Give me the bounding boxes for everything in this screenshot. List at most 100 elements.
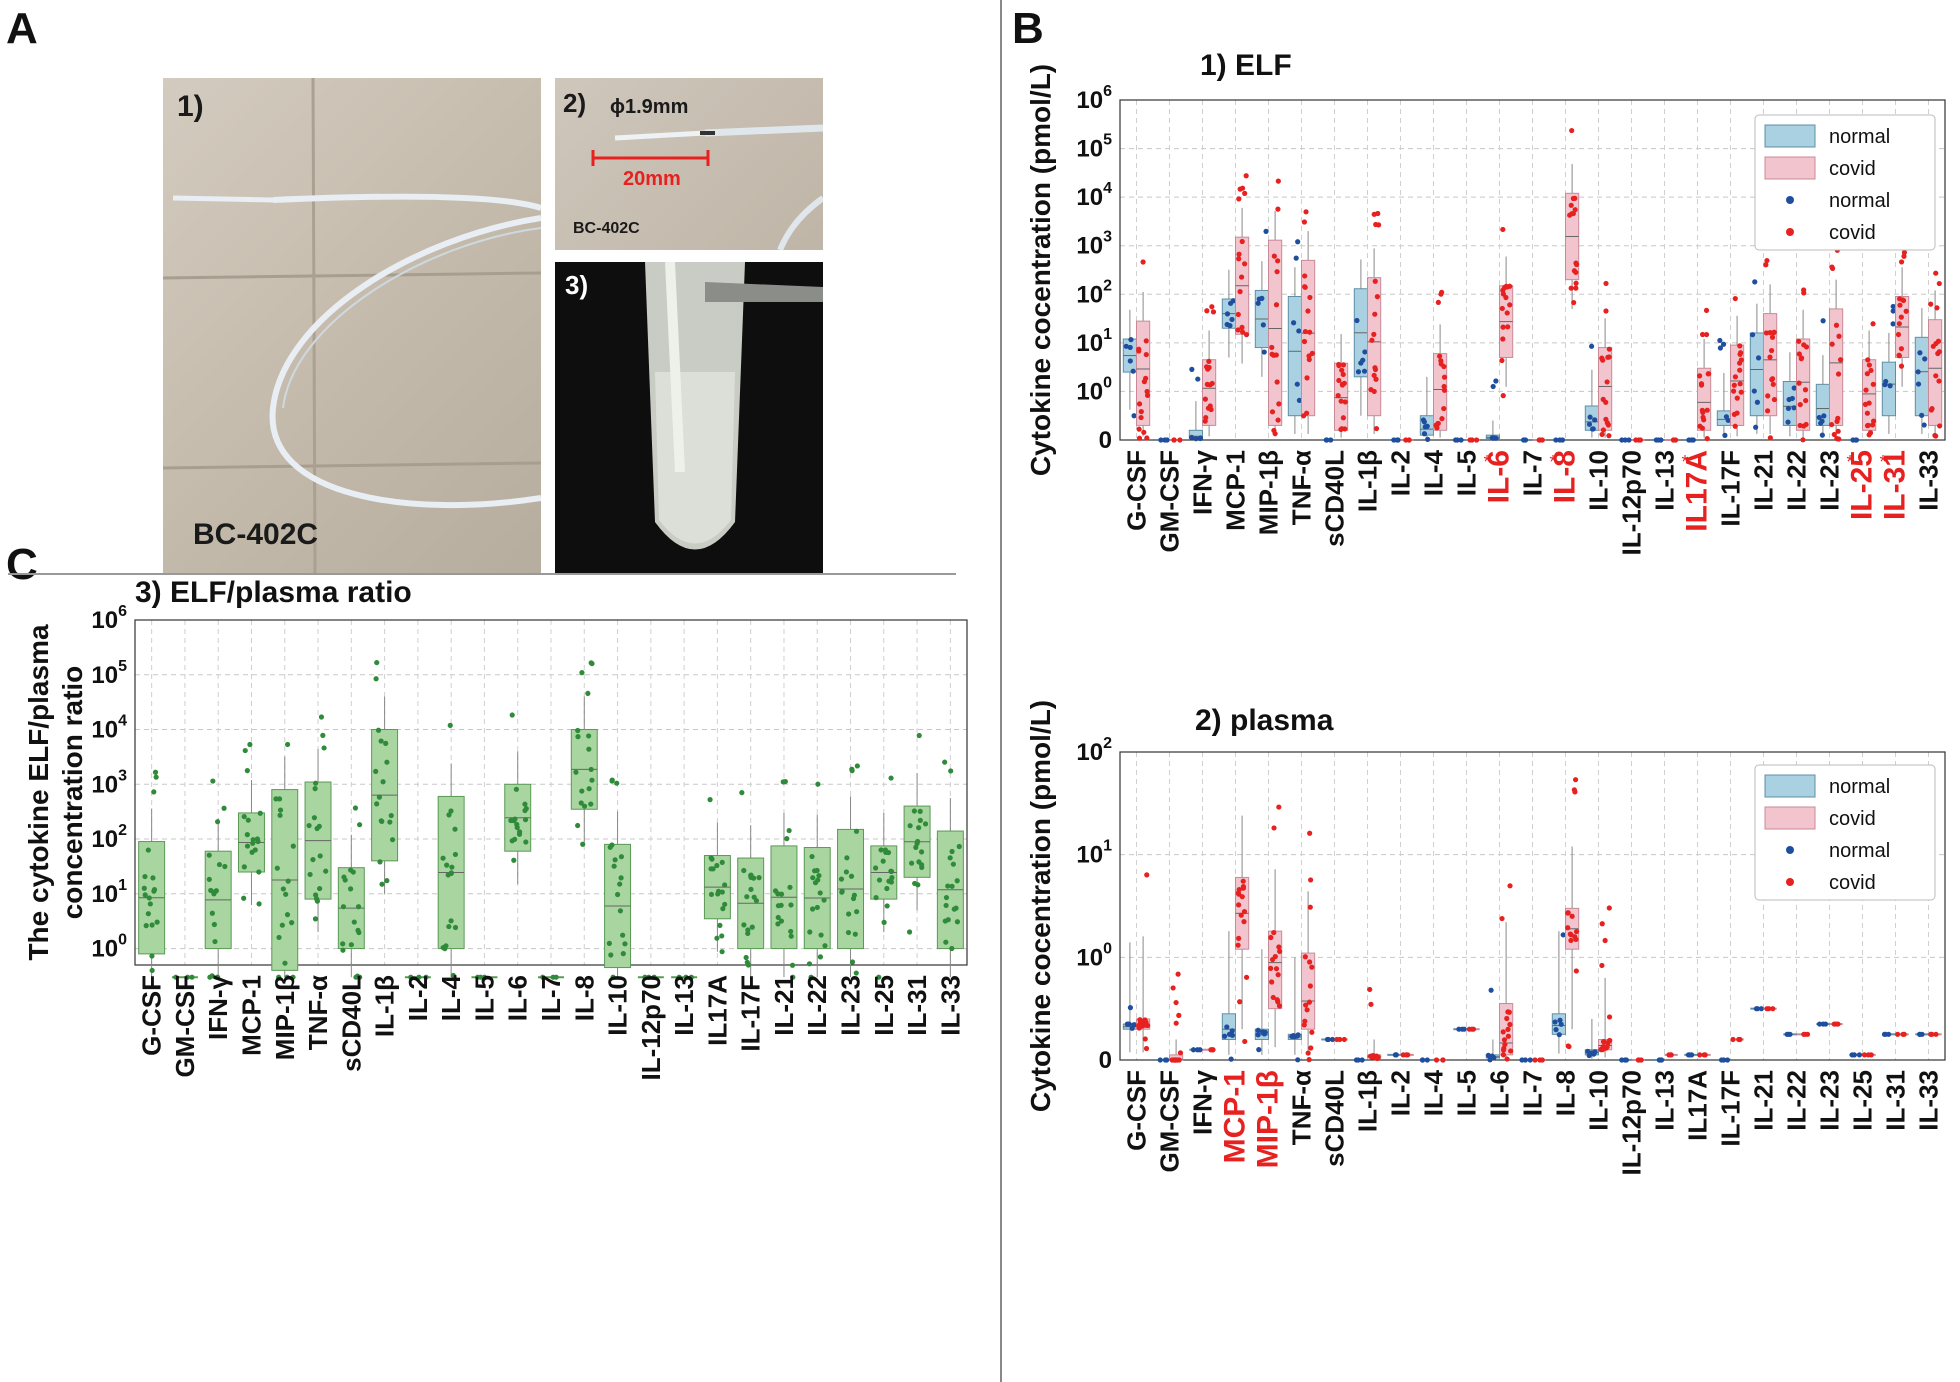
data-point: [1831, 431, 1837, 438]
data-point: [916, 825, 922, 831]
data-point: [843, 869, 849, 875]
x-tick-label: IL-10: [603, 975, 633, 1036]
data-point: [1863, 387, 1869, 393]
data-point: [1833, 322, 1840, 328]
data-point: [917, 808, 923, 814]
legend-swatch-normal-box: [1764, 124, 1816, 148]
data-point: [1269, 409, 1276, 415]
data-point: [822, 943, 828, 949]
data-point: [250, 837, 256, 843]
data-point: [311, 815, 317, 821]
data-point: [1144, 392, 1151, 398]
data-point: [1136, 346, 1142, 352]
data-point: [1796, 380, 1802, 386]
data-point: [1508, 1048, 1514, 1054]
data-point: [1306, 999, 1313, 1005]
data-point: [279, 922, 285, 928]
data-point: [523, 805, 529, 812]
data-point: [1441, 383, 1447, 390]
data-point: [775, 921, 781, 927]
x-tick-label: TNF-α: [303, 975, 333, 1050]
y-tick-label: 102: [1076, 277, 1112, 308]
data-point: [578, 800, 584, 806]
x-tick-label: IL-12p70: [1617, 1070, 1647, 1176]
data-point: [1296, 397, 1303, 403]
data-point: [1228, 1056, 1234, 1062]
data-point: [1441, 387, 1448, 393]
data-point: [1656, 1057, 1662, 1063]
data-point: [1275, 206, 1281, 212]
data-point: [1600, 357, 1606, 363]
data-point: [1732, 423, 1738, 429]
data-point: [1737, 1036, 1743, 1043]
data-point: [1818, 420, 1824, 426]
data-point: [850, 895, 857, 902]
data-point: [1706, 371, 1712, 377]
data-point: [1206, 358, 1212, 364]
data-point: [1241, 908, 1248, 915]
data-point: [1309, 1029, 1315, 1035]
data-point: [617, 908, 624, 914]
data-point: [1173, 1057, 1179, 1063]
x-tick-label: IL-17F: [1716, 1070, 1746, 1147]
data-point: [1293, 255, 1299, 261]
x-tick-label: IL-2: [1386, 1070, 1416, 1116]
data-point: [1270, 994, 1276, 1001]
data-point: [1830, 265, 1836, 272]
data-point: [1301, 219, 1308, 225]
data-point: [1589, 1050, 1595, 1056]
x-tick-label: IL-22: [802, 975, 832, 1036]
y-axis-label-line2: concentration ratio: [57, 666, 88, 920]
data-point: [818, 932, 824, 938]
x-tick-label: IL-13: [1650, 450, 1680, 511]
data-point: [1724, 1057, 1731, 1063]
data-point: [1752, 279, 1758, 285]
data-point: [888, 868, 894, 874]
legend-label-normal-dot: normal: [1829, 840, 1890, 862]
x-tick-label: IL-10: [1584, 1070, 1614, 1131]
x-tick-label: IL-33: [935, 975, 965, 1036]
data-point: [1929, 1031, 1935, 1037]
data-point: [717, 922, 723, 928]
data-point: [1177, 1050, 1184, 1056]
data-point: [614, 780, 620, 786]
data-point: [1210, 309, 1217, 315]
data-point: [1763, 330, 1770, 336]
data-point: [789, 962, 796, 968]
data-point: [221, 805, 227, 811]
data-point: [452, 924, 459, 931]
data-point: [374, 801, 380, 807]
data-point: [222, 863, 228, 870]
x-tick-label: GM-CSF: [1155, 1070, 1185, 1173]
data-point: [511, 857, 517, 863]
y-tick-label: 105: [1076, 132, 1112, 163]
data-point: [1703, 331, 1710, 338]
data-point: [1368, 1001, 1374, 1007]
data-point: [1373, 376, 1379, 382]
data-point: [1890, 321, 1896, 327]
data-point: [350, 869, 356, 875]
data-point: [683, 974, 689, 980]
data-point: [1372, 278, 1378, 284]
data-point: [314, 825, 320, 832]
data-point: [1197, 435, 1204, 441]
x-tick-label: IL-33: [1914, 450, 1944, 511]
data-point: [1770, 1006, 1776, 1012]
data-point: [1369, 1054, 1375, 1060]
data-point: [1573, 777, 1579, 783]
data-point: [1890, 308, 1896, 314]
data-point: [1936, 349, 1942, 355]
data-point: [289, 920, 295, 926]
data-point: [1765, 408, 1771, 414]
data-point: [1864, 410, 1871, 416]
data-point: [1336, 377, 1342, 384]
data-point: [1816, 414, 1822, 421]
data-point: [1268, 934, 1274, 941]
chart-elf: 1) ELF Cytokine cocentration (pmol/L) 0 100…: [1025, 49, 1946, 556]
data-point: [1328, 437, 1334, 443]
data-point: [1828, 421, 1835, 428]
data-point: [1730, 388, 1737, 394]
x-tick-label: IL-31: [1881, 1070, 1911, 1131]
data-point: [588, 766, 594, 773]
data-point: [1242, 261, 1248, 267]
